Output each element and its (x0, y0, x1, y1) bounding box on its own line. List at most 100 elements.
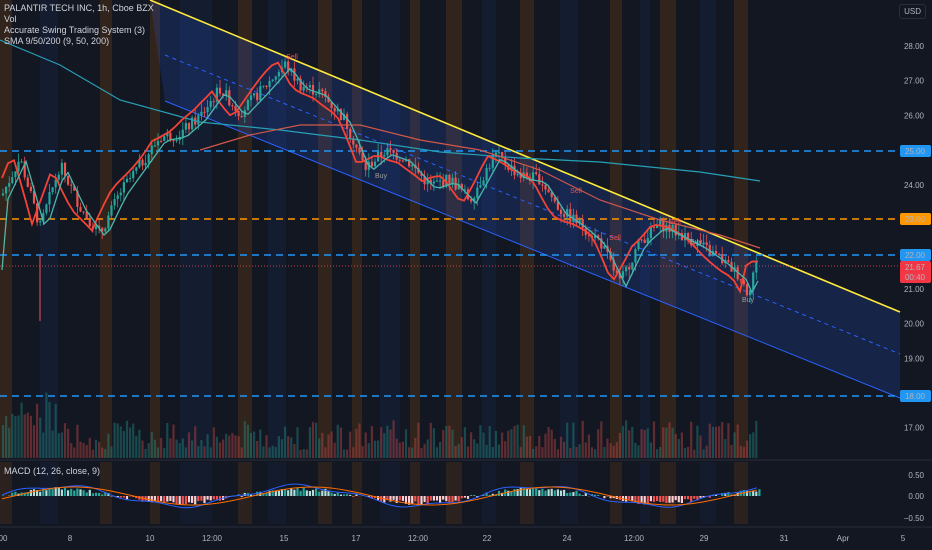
macd-histogram-bar (73, 490, 76, 496)
volume-bar (699, 435, 702, 458)
volume-bar (11, 413, 14, 458)
macd-session-band (200, 462, 212, 524)
macd-histogram-bar (392, 496, 395, 500)
macd-histogram-bar (327, 491, 330, 496)
candle-body (370, 161, 373, 167)
candle-body (634, 249, 637, 263)
candle-body (482, 180, 485, 186)
macd-session-band (446, 462, 462, 524)
candle-body (457, 183, 460, 190)
candle-body (597, 235, 600, 239)
symbol-title[interactable]: PALANTIR TECH INC, 1h, Cboe BZX (4, 3, 154, 13)
session-band (446, 0, 462, 458)
volume-indicator-label[interactable]: Vol (4, 14, 17, 24)
candle-body (51, 187, 54, 192)
candle-body (563, 214, 566, 217)
session-band (734, 0, 748, 458)
macd-histogram-bar (566, 493, 569, 496)
candle-body (432, 181, 435, 184)
volume-bar (547, 426, 550, 458)
candle-body (60, 162, 63, 175)
volume-bar (445, 426, 448, 458)
sma-indicator-label[interactable]: SMA 9/50/200 (9, 50, 200) (4, 36, 110, 46)
candle-body (742, 280, 745, 285)
candle-body (104, 228, 107, 232)
macd-histogram-bar (714, 494, 718, 496)
candle-body (88, 218, 91, 227)
volume-bar (575, 446, 578, 458)
volume-bar (398, 442, 401, 458)
candle-body (67, 175, 70, 185)
candle-body (473, 198, 476, 202)
volume-bar (48, 401, 51, 458)
signal-label-buy: Buy (690, 239, 703, 246)
candle-body (705, 242, 708, 246)
candle-body (5, 186, 8, 194)
volume-bar (156, 447, 160, 458)
macd-histogram-bar (665, 496, 668, 504)
volume-bar (253, 431, 256, 458)
volume-bar (5, 415, 8, 458)
candle-body (122, 182, 125, 193)
macd-histogram-bar (662, 496, 665, 502)
candle-body (253, 93, 256, 96)
macd-histogram-bar (132, 496, 135, 497)
volume-bar (318, 438, 321, 458)
volume-bar (538, 435, 541, 458)
volume-bar (333, 442, 336, 458)
volume-bar (742, 446, 745, 458)
macd-histogram-bar (649, 496, 652, 502)
macd-histogram-bar (634, 496, 637, 503)
currency-button[interactable]: USD (899, 4, 926, 19)
volume-bar (621, 425, 625, 458)
candle-body (1, 193, 5, 196)
volume-bar (73, 447, 76, 458)
volume-bar (563, 441, 566, 458)
candle-body (547, 189, 550, 193)
candle-body (699, 241, 702, 245)
candle-body (141, 159, 144, 166)
macd-histogram-bar (575, 490, 578, 496)
volume-bar (82, 443, 85, 458)
macd-histogram-bar (249, 494, 253, 496)
signal-label-sell: Sell (570, 188, 582, 195)
candle-body (618, 273, 621, 279)
macd-histogram-bar (488, 494, 491, 496)
macd-histogram-bar (572, 492, 575, 496)
candle-body (519, 174, 522, 178)
candle-body (265, 85, 268, 87)
candle-body (411, 164, 414, 167)
volume-bar (702, 449, 705, 458)
candle-body (442, 180, 445, 187)
volume-bar (125, 420, 129, 458)
volume-bar (277, 436, 280, 458)
volume-bar (271, 445, 274, 458)
candle-body (243, 110, 246, 118)
volume-bar (163, 448, 166, 458)
macd-histogram-bar (556, 489, 559, 496)
macd-session-band (380, 462, 400, 524)
macd-histogram-bar (125, 496, 129, 500)
volume-bar (404, 429, 408, 458)
volume-bar (57, 433, 60, 458)
swing-system-indicator-label[interactable]: Accurate Swing Trading System (3) (4, 25, 146, 35)
macd-indicator-label[interactable]: MACD (12, 26, close, 9) (4, 466, 101, 476)
volume-bar (488, 425, 491, 458)
volume-bar (370, 426, 373, 458)
volume-bar (429, 422, 432, 458)
volume-bar (339, 427, 342, 458)
volume-bar (714, 426, 718, 458)
macd-histogram-bar (510, 491, 513, 496)
macd-histogram-bar (550, 488, 553, 496)
candle-body (206, 107, 209, 113)
time-axis-label: 12:00 (624, 534, 645, 543)
volume-bar (721, 421, 724, 458)
macd-histogram-bar (29, 489, 32, 496)
volume-bar (401, 441, 404, 458)
volume-bar (659, 446, 662, 458)
volume-bar (262, 446, 265, 458)
candle-body (274, 76, 277, 80)
candle-body (680, 233, 683, 241)
candle-body (556, 201, 559, 210)
